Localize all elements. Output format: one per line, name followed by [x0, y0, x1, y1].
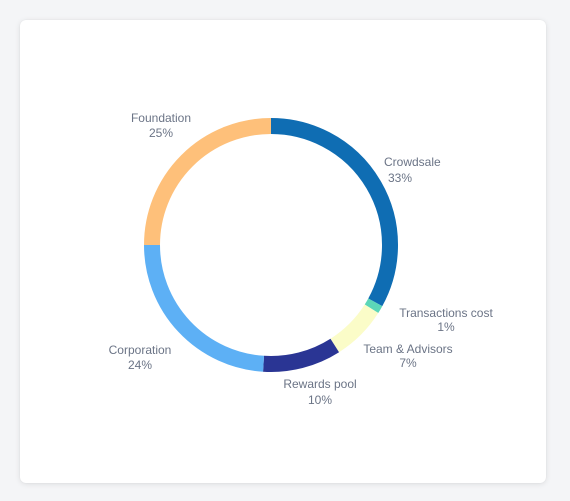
label-foundation-percent: 25%: [149, 126, 173, 140]
label-corporation-percent: 24%: [128, 358, 152, 372]
label-team-advisors-name: Team & Advisors: [363, 342, 452, 356]
chart-card: [20, 20, 546, 483]
slice-labels: Crowdsale 33% Transactions cost 1% Team …: [109, 111, 494, 407]
label-rewards-pool-name: Rewards pool: [283, 377, 356, 391]
slice-crowdsale: [270, 118, 398, 307]
label-foundation-name: Foundation: [131, 111, 191, 125]
slice-corporation: [144, 244, 265, 372]
label-corporation-name: Corporation: [109, 343, 172, 357]
label-transactions-cost-name: Transactions cost: [399, 306, 493, 320]
label-team-advisors-percent: 7%: [399, 356, 417, 370]
label-transactions-cost-percent: 1%: [437, 320, 455, 334]
slice-transactions-cost: [364, 298, 383, 314]
label-crowdsale-percent: 33%: [388, 171, 412, 185]
label-crowdsale-name: Crowdsale: [384, 155, 441, 169]
slice-team-advisors: [330, 304, 379, 353]
label-rewards-pool-percent: 10%: [308, 393, 332, 407]
slice-rewards-pool: [263, 338, 340, 372]
slice-foundation: [144, 118, 272, 246]
donut-slices: [144, 118, 398, 372]
